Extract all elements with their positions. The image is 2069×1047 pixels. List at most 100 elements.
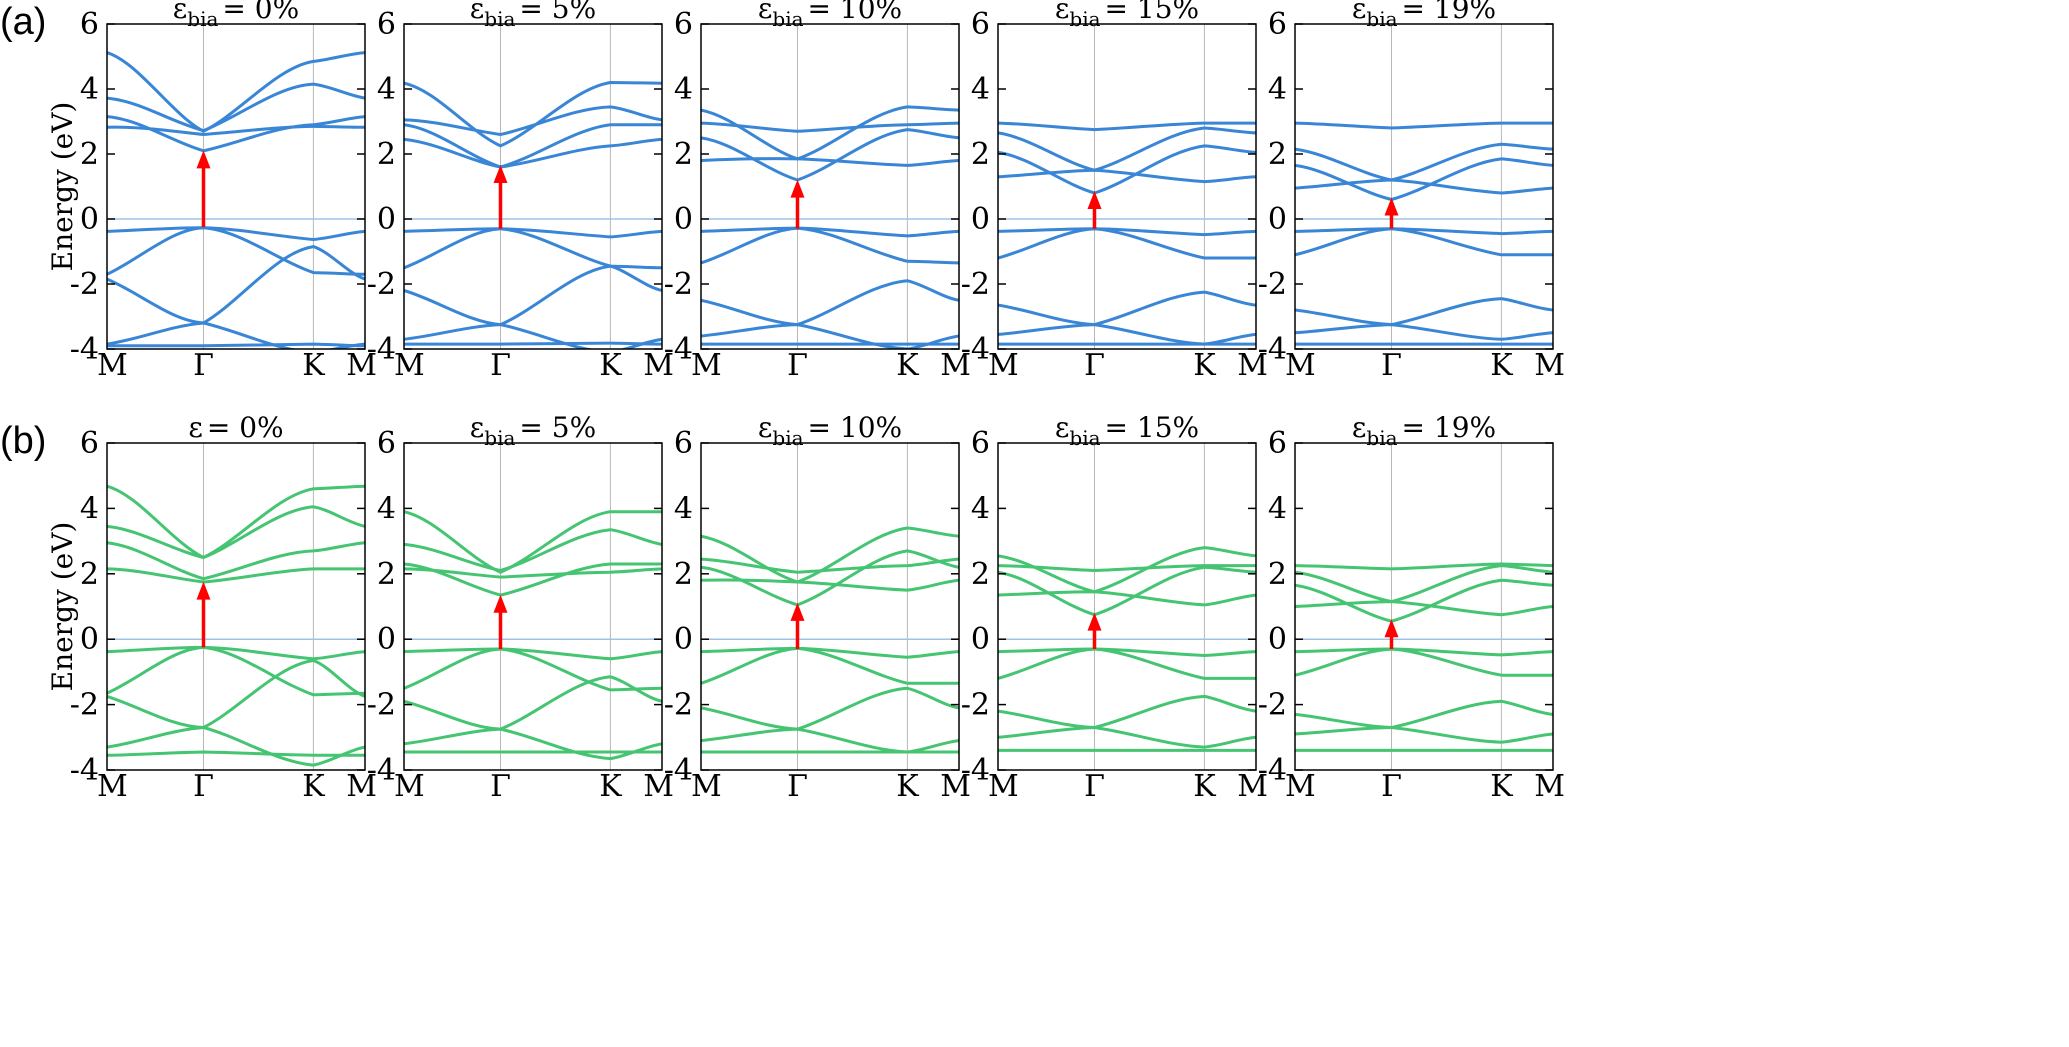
y-tick-label: 6 <box>377 7 396 42</box>
panel-title: ε = 0% <box>188 411 283 444</box>
x-tick-label: M <box>394 769 425 804</box>
x-tick-label: Γ <box>787 348 808 383</box>
y-tick-label: -2 <box>1258 267 1287 302</box>
y-tick-label: 0 <box>80 202 99 237</box>
y-tick-label: 4 <box>377 72 396 107</box>
band-line-7 <box>998 694 1256 730</box>
band-line-8 <box>404 727 662 761</box>
band-line-8 <box>998 725 1256 749</box>
band-line-2 <box>404 528 662 573</box>
band-line-4 <box>404 137 662 169</box>
plot-frame <box>1294 442 1554 771</box>
x-tick-label: K <box>1490 769 1513 804</box>
y-tick-label: 4 <box>971 72 990 107</box>
x-tick-label: K <box>1193 769 1216 804</box>
band-line-6 <box>998 227 1256 260</box>
y-tick-label: 2 <box>1268 557 1287 592</box>
y-tick-label: 2 <box>971 137 990 172</box>
y-tick-label: 2 <box>377 557 396 592</box>
band-line-9 <box>404 341 662 346</box>
y-tick-label: 0 <box>377 202 396 237</box>
panel-title: εbia = 5% <box>470 411 596 450</box>
band-line-6 <box>1295 647 1553 677</box>
x-tick-label: K <box>1193 348 1216 383</box>
x-tick-label: M <box>1534 348 1565 383</box>
x-tick-label: Γ <box>490 769 511 804</box>
plot-frame <box>1294 23 1554 350</box>
x-tick-label: M <box>643 348 674 383</box>
y-tick-label: 6 <box>80 426 99 461</box>
x-tick-label: M <box>1285 769 1316 804</box>
y-tick-label: -2 <box>367 267 396 302</box>
x-tick-label: M <box>691 348 722 383</box>
band-line-6 <box>404 227 662 270</box>
y-tick-label: 0 <box>674 622 693 657</box>
y-tick-label: -4 <box>367 753 396 788</box>
y-tick-label: 0 <box>674 202 693 237</box>
band-line-5 <box>107 226 365 242</box>
y-tick-label: -2 <box>70 688 99 723</box>
x-tick-label: Γ <box>1084 769 1105 804</box>
band-line-1 <box>701 526 959 584</box>
band-line-5 <box>998 227 1256 237</box>
band-gap-arrowhead <box>1384 619 1399 638</box>
y-tick-label: -4 <box>1258 332 1287 367</box>
band-line-7 <box>1295 699 1553 730</box>
band-line-2 <box>1295 564 1553 604</box>
band-line-3 <box>998 565 1256 617</box>
panel-title: εbia = 15% <box>1055 411 1199 450</box>
y-tick-label: 4 <box>1268 72 1287 107</box>
band-gap-arrowhead <box>1384 197 1399 216</box>
y-tick-label: 0 <box>377 622 396 657</box>
y-tick-label: 4 <box>1268 491 1287 526</box>
band-line-5 <box>1295 647 1553 657</box>
x-tick-label: K <box>1490 348 1513 383</box>
y-tick-label: 0 <box>971 202 990 237</box>
band-line-7 <box>107 245 365 325</box>
x-tick-label: M <box>988 348 1019 383</box>
band-line-1 <box>107 51 365 133</box>
band-line-2 <box>701 121 959 133</box>
y-tick-label: 4 <box>80 72 99 107</box>
band-line-5 <box>701 646 959 659</box>
y-tick-label: 2 <box>971 557 990 592</box>
panel-title: εbia = 0% <box>173 0 299 31</box>
band-line-1 <box>1295 121 1553 130</box>
x-tick-label: M <box>940 348 971 383</box>
x-tick-label: K <box>599 348 622 383</box>
y-tick-label: -4 <box>664 332 693 367</box>
y-tick-label: -2 <box>367 688 396 723</box>
panel-title: εbia = 19% <box>1352 411 1496 450</box>
x-tick-label: M <box>940 769 971 804</box>
panel-title: εbia = 5% <box>470 0 596 31</box>
band-line-4 <box>1295 178 1553 195</box>
y-tick-label: 4 <box>377 491 396 526</box>
band-line-1 <box>998 546 1256 594</box>
y-tick-label: -4 <box>961 753 990 788</box>
x-tick-label: M <box>643 769 674 804</box>
x-tick-label: M <box>1534 769 1565 804</box>
band-line-2 <box>701 557 959 574</box>
x-tick-label: M <box>1237 769 1268 804</box>
y-tick-label: -2 <box>1258 688 1287 723</box>
band-line-4 <box>107 567 365 584</box>
band-line-8 <box>1295 725 1553 744</box>
band-gap-arrowhead <box>196 150 211 169</box>
band-line-6 <box>701 646 959 685</box>
band-line-8 <box>404 323 662 349</box>
x-tick-label: M <box>1285 348 1316 383</box>
y-tick-label: -4 <box>664 753 693 788</box>
band-line-9 <box>107 750 365 757</box>
y-tick-label: -2 <box>664 267 693 302</box>
band-gap-arrowhead <box>493 594 508 613</box>
band-line-8 <box>107 321 365 349</box>
plot-frame <box>106 442 366 771</box>
